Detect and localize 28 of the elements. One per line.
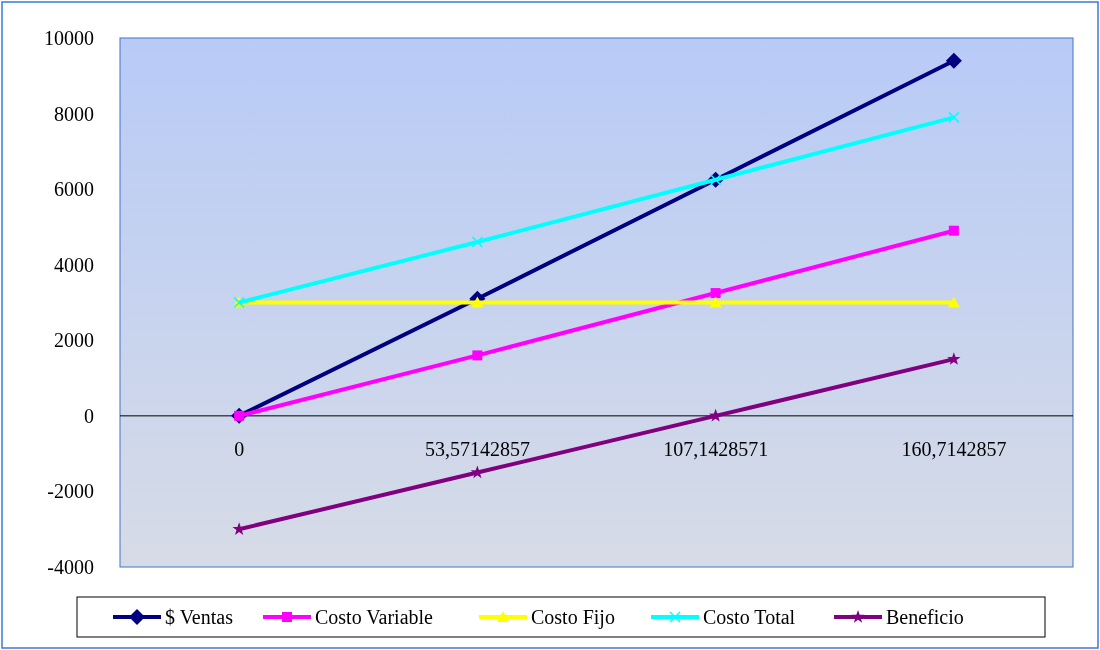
y-tick-label: 4000: [54, 253, 94, 276]
y-tick-label: 8000: [54, 102, 94, 125]
x-tick-label: 160,7142857: [901, 437, 1007, 460]
y-tick-label: 10000: [44, 27, 94, 49]
point: [710, 288, 721, 299]
point: [232, 522, 246, 535]
point: [947, 296, 960, 308]
y-tick-label: -2000: [47, 480, 94, 503]
point: [948, 111, 960, 124]
point: [945, 52, 962, 69]
point: [948, 225, 959, 236]
y-tick-label: 2000: [54, 329, 94, 352]
x-tick-label: 107,1428571: [663, 437, 769, 460]
legend-label: Costo Total: [703, 606, 796, 628]
legend-label: Beneficio: [886, 606, 964, 628]
point: [471, 296, 484, 308]
x-tick-label: 53,57142857: [424, 437, 530, 460]
point: [472, 350, 483, 361]
legend-label: Costo Fijo: [531, 606, 615, 629]
point: [471, 236, 484, 248]
legend-label: $ Ventas: [165, 606, 234, 628]
point: [709, 296, 722, 308]
x-tick-label: 0: [234, 437, 245, 460]
y-tick-label: 6000: [54, 178, 94, 201]
point: [947, 352, 961, 365]
legend-label: Costo Variable: [315, 606, 434, 628]
y-tick-label: -4000: [47, 556, 94, 578]
y-tick-label: 0: [84, 404, 94, 427]
